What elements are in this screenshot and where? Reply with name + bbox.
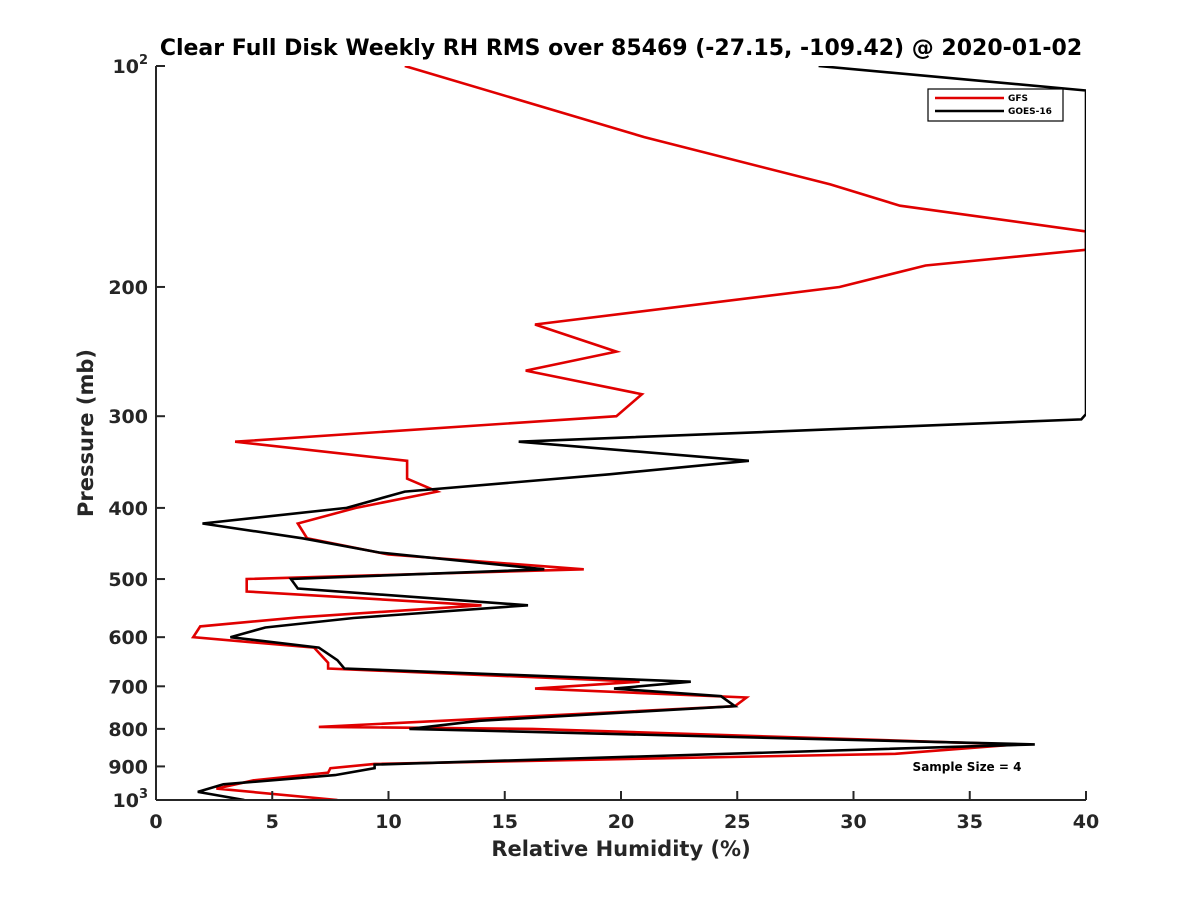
y-tick-label: 102: [113, 53, 149, 78]
series-line-goes16: [197, 66, 1086, 800]
legend-box: [927, 88, 1064, 122]
x-tick-label: 40: [1073, 811, 1099, 833]
y-tick-label: 400: [108, 498, 148, 520]
x-axis-label: Relative Humidity (%): [491, 837, 750, 861]
y-tick-label: 600: [108, 627, 148, 649]
chart-title: Clear Full Disk Weekly RH RMS over 85469…: [160, 36, 1082, 61]
y-axis-label: Pressure (mb): [74, 349, 98, 517]
y-tick-label: 300: [108, 406, 148, 428]
legend-gfs-label: GFS: [1008, 94, 1028, 104]
legend: GFS GOES-16: [927, 88, 1064, 122]
y-tick-label: 103: [113, 787, 149, 812]
x-tick-label: 10: [375, 811, 401, 833]
y-tick-label: 800: [108, 719, 148, 741]
y-tick-label: 200: [108, 277, 148, 299]
x-tick-label: 15: [492, 811, 518, 833]
x-tick-label: 30: [840, 811, 866, 833]
y-tick-label: 900: [108, 756, 148, 778]
x-tick-label: 20: [608, 811, 634, 833]
y-tick-label: 700: [108, 676, 148, 698]
x-tick-label: 5: [266, 811, 279, 833]
axes: [155, 65, 1087, 801]
x-tick-label: 35: [957, 811, 983, 833]
y-tick-label: 500: [108, 569, 148, 591]
sample-size-annotation: Sample Size = 4: [913, 760, 1022, 774]
legend-goes16-label: GOES-16: [1008, 107, 1052, 117]
series-layer: [190, 66, 1086, 800]
y-tick-labels: 102 200 300 400 500 600 700 800 900 103: [108, 53, 148, 812]
x-tick-label: 0: [149, 811, 162, 833]
x-tick-label: 25: [724, 811, 750, 833]
x-tick-labels: 0 5 10 15 20 25 30 35 40: [149, 811, 1099, 833]
